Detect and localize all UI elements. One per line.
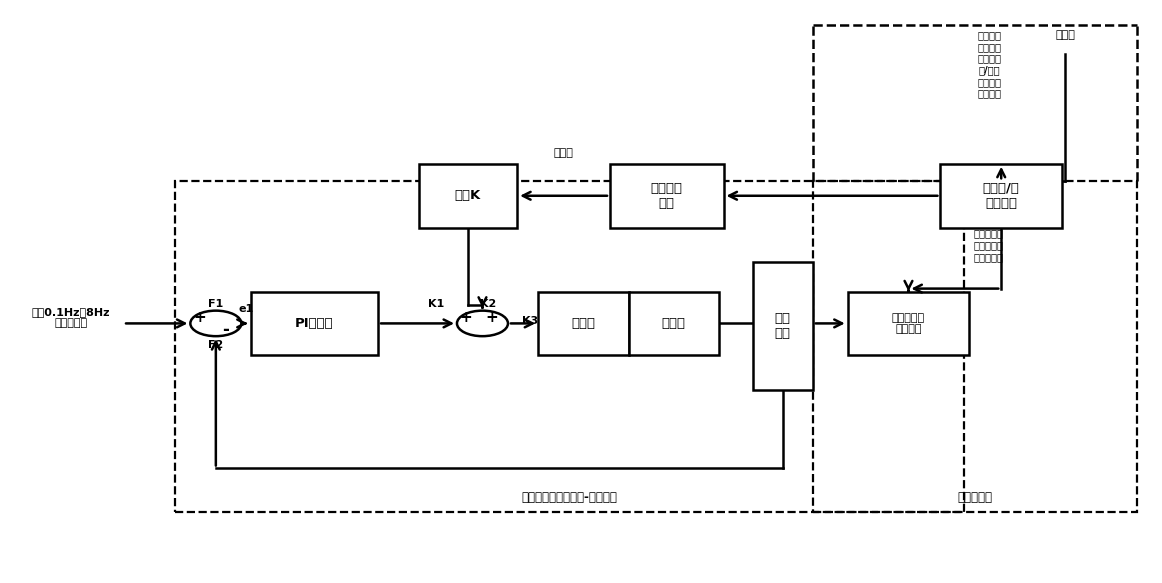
- Bar: [418, 164, 517, 228]
- Bar: [753, 262, 813, 390]
- Bar: [251, 292, 378, 355]
- Text: 干扰源: 干扰源: [1055, 30, 1075, 40]
- Bar: [538, 292, 629, 355]
- Bar: [847, 292, 969, 355]
- Bar: [629, 292, 719, 355]
- Text: 比例K: 比例K: [454, 189, 481, 202]
- Text: 加载缸: 加载缸: [661, 317, 686, 330]
- Text: 直流量: 直流量: [553, 149, 574, 159]
- Text: 被加载对象
执行机构: 被加载对象 执行机构: [892, 312, 925, 334]
- Bar: [175, 181, 963, 512]
- Text: 舵机动刚度测试系统-控制系统: 舵机动刚度测试系统-控制系统: [522, 491, 617, 504]
- Text: e1: e1: [238, 304, 253, 314]
- Text: 伺服阀: 伺服阀: [572, 317, 595, 330]
- Text: PI控制器: PI控制器: [295, 317, 333, 330]
- Text: 被加载对象: 被加载对象: [957, 491, 992, 504]
- Text: 信号调理
装置: 信号调理 装置: [651, 182, 683, 210]
- Text: 力传
感器: 力传 感器: [775, 312, 790, 340]
- Bar: [940, 164, 1062, 228]
- Text: 主控阀阀
芯位置非
指令性扰
动/电机
运动非指
令性扰动: 主控阀阀 芯位置非 指令性扰 动/电机 运动非指 令性扰动: [977, 30, 1002, 99]
- Text: 被加载对象
非指令性位
置扰动指令: 被加载对象 非指令性位 置扰动指令: [974, 229, 1004, 262]
- Text: +: +: [193, 310, 206, 325]
- Text: K2: K2: [480, 298, 496, 308]
- Text: -: -: [222, 321, 229, 339]
- Text: F2: F2: [208, 340, 223, 350]
- Text: +: +: [486, 310, 498, 325]
- Text: F1: F1: [208, 298, 223, 308]
- Text: K1: K1: [428, 298, 444, 308]
- Bar: [610, 164, 724, 228]
- Text: +: +: [460, 310, 473, 325]
- Text: 加载0.1Hz～8Hz
力扫频指令: 加载0.1Hz～8Hz 力扫频指令: [31, 307, 110, 328]
- Text: K3: K3: [522, 315, 538, 325]
- Text: 主控阀/电
机控制器: 主控阀/电 机控制器: [983, 182, 1020, 210]
- Bar: [813, 181, 1138, 512]
